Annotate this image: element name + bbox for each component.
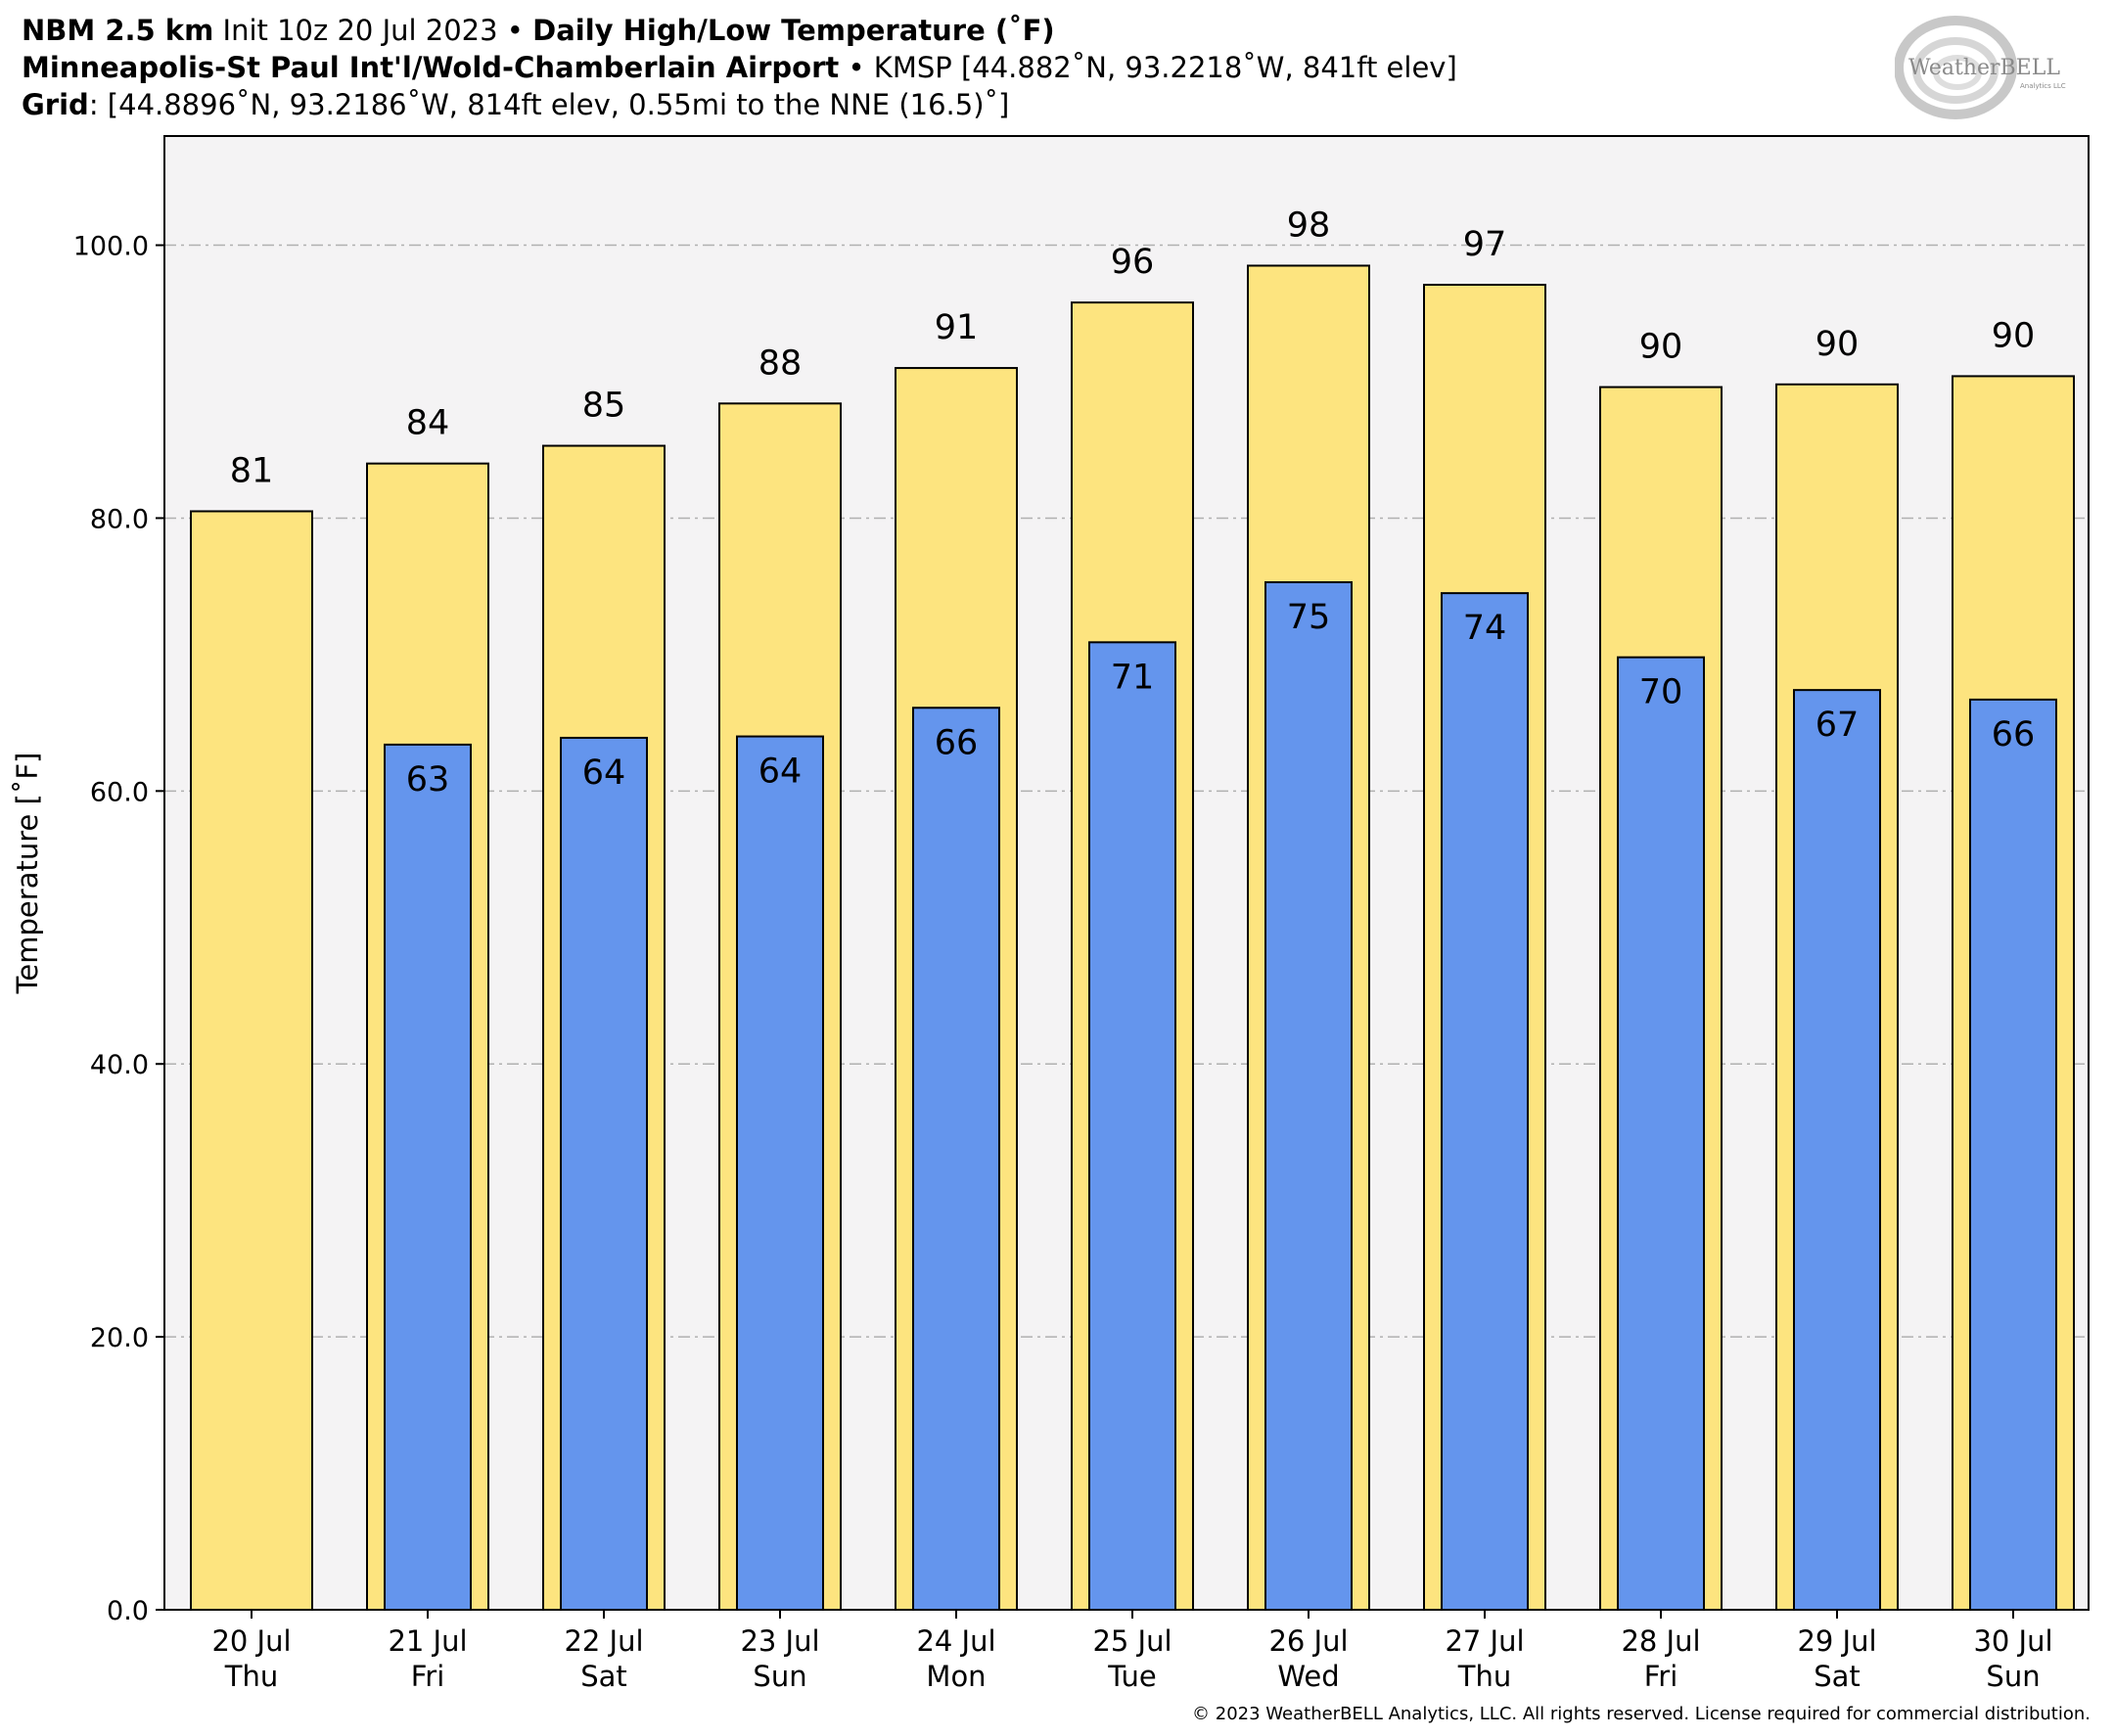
- x-tick-date: 23 Jul: [740, 1624, 819, 1658]
- low-temp-bar: [560, 736, 648, 1611]
- y-axis-label: Temperature [˚F]: [11, 753, 44, 995]
- low-temp-bar: [1617, 656, 1705, 1611]
- plot-frame: [163, 135, 2090, 1611]
- x-tick-date: 26 Jul: [1268, 1624, 1348, 1658]
- high-temp-label: 84: [406, 404, 450, 443]
- init-time: Init 10z 20 Jul 2023 •: [213, 14, 533, 47]
- low-temp-bar: [1264, 580, 1353, 1612]
- high-temp-label: 88: [758, 343, 803, 383]
- low-temp-label: 63: [406, 760, 450, 799]
- x-tick-weekday: Thu: [1457, 1660, 1511, 1693]
- y-tick-label: 0.0: [107, 1596, 149, 1626]
- low-temp-label: 70: [1639, 673, 1683, 712]
- high-temp-label: 85: [582, 387, 626, 426]
- x-tick-date: 20 Jul: [211, 1624, 291, 1658]
- y-axis: 0.0 20.0 40.0 60.0 80.0 100.0: [73, 232, 164, 1626]
- low-temp-bar: [912, 707, 1000, 1611]
- x-tick-date: 24 Jul: [916, 1624, 995, 1658]
- low-temp-bar: [1969, 698, 2057, 1611]
- y-tick-label: 40.0: [90, 1050, 149, 1080]
- high-temp-label: 90: [1815, 325, 1860, 364]
- station-coords: • KMSP [44.882˚N, 93.2218˚W, 841ft elev]: [839, 51, 1457, 84]
- low-temp-label: 66: [1992, 715, 2036, 754]
- low-temp-label: 64: [582, 754, 626, 793]
- x-tick-weekday: Wed: [1277, 1660, 1339, 1693]
- low-temp-label: 64: [758, 753, 803, 792]
- high-temp-label: 98: [1287, 206, 1331, 245]
- copyright-notice: © 2023 WeatherBELL Analytics, LLC. All r…: [1192, 1704, 2091, 1724]
- x-tick-weekday: Mon: [926, 1660, 986, 1693]
- logo-subtext: Analytics LLC: [2020, 82, 2066, 90]
- x-tick-date: 25 Jul: [1092, 1624, 1172, 1658]
- x-tick-date: 28 Jul: [1621, 1624, 1700, 1658]
- x-tick-weekday: Fri: [1644, 1660, 1678, 1693]
- high-temp-label: 81: [230, 451, 274, 490]
- title-line-3: Grid: [44.8896˚N, 93.2186˚W, 814ft elev,…: [22, 91, 1009, 119]
- low-temp-label: 75: [1287, 598, 1331, 637]
- high-temp-label: 97: [1463, 225, 1507, 264]
- low-temp-bar: [1441, 592, 1529, 1611]
- bars: 81 84 63 85 64 88 64 91 66 96 71 98 75 97 74 90 70 90 67 90…: [190, 206, 2075, 1612]
- low-temp-bar: [736, 735, 824, 1611]
- x-tick-date: 21 Jul: [388, 1624, 467, 1658]
- x-tick-weekday: Sun: [1986, 1660, 2040, 1693]
- grid-label: Grid: [22, 88, 89, 121]
- low-temp-label: 74: [1463, 609, 1507, 648]
- grid-coords: : [44.8896˚N, 93.2186˚W, 814ft elev, 0.5…: [88, 88, 1010, 121]
- x-tick-date: 22 Jul: [564, 1624, 643, 1658]
- x-tick-date: 30 Jul: [1973, 1624, 2052, 1658]
- x-tick-weekday: Fri: [411, 1660, 445, 1693]
- low-temp-bar: [1088, 641, 1176, 1611]
- high-temp-label: 91: [935, 308, 979, 347]
- y-tick-label: 60.0: [90, 777, 149, 807]
- logo-text: WeatherBELL: [1908, 56, 2060, 80]
- y-tick-label: 20.0: [90, 1323, 149, 1353]
- title-line-2: Minneapolis-St Paul Int'l/Wold-Chamberla…: [22, 54, 1457, 82]
- y-tick-label: 80.0: [90, 504, 149, 534]
- model-name: NBM 2.5 km: [22, 14, 214, 47]
- low-temp-bar: [384, 743, 472, 1611]
- x-tick-weekday: Sun: [753, 1660, 806, 1693]
- low-temp-label: 67: [1815, 706, 1860, 745]
- station-name: Minneapolis-St Paul Int'l/Wold-Chamberla…: [22, 51, 840, 84]
- x-tick-weekday: Sat: [1814, 1660, 1861, 1693]
- low-temp-label: 71: [1111, 658, 1155, 697]
- x-tick-date: 27 Jul: [1445, 1624, 1524, 1658]
- x-tick-weekday: Tue: [1107, 1660, 1157, 1693]
- low-temp-label: 66: [935, 723, 979, 762]
- high-temp-label: 90: [1639, 328, 1683, 367]
- low-temp-bar: [1793, 689, 1881, 1611]
- x-tick-date: 29 Jul: [1797, 1624, 1876, 1658]
- product-name: Daily High/Low Temperature (˚F): [532, 14, 1055, 47]
- title-line-1: NBM 2.5 km Init 10z 20 Jul 2023 • Daily …: [22, 17, 1055, 45]
- high-temp-label: 96: [1111, 243, 1155, 282]
- x-tick-weekday: Thu: [224, 1660, 278, 1693]
- y-tick-label: 100.0: [73, 232, 149, 262]
- high-temp-label: 90: [1992, 316, 2036, 355]
- high-temp-bar: [190, 510, 313, 1612]
- x-tick-weekday: Sat: [580, 1660, 627, 1693]
- weatherbell-logo: WeatherBELL Analytics LLC: [1895, 16, 2066, 119]
